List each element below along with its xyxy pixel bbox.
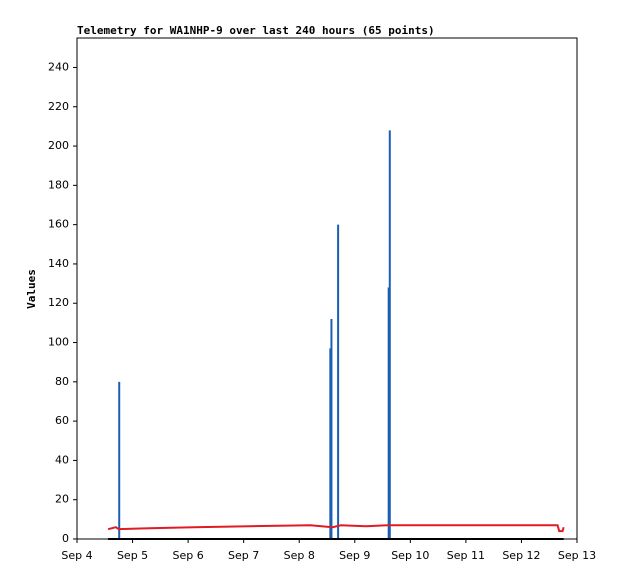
y-tick-label: 140 — [48, 257, 69, 270]
x-tick-label: Sep 11 — [447, 549, 485, 562]
y-tick-label: 60 — [55, 414, 69, 427]
y-tick-label: 180 — [48, 178, 69, 191]
x-tick-label: Sep 5 — [117, 549, 148, 562]
plot-frame — [76, 37, 578, 540]
x-tick-label: Sep 13 — [558, 549, 596, 562]
x-tick-label: Sep 6 — [172, 549, 203, 562]
chart-title: Telemetry for WA1NHP-9 over last 240 hou… — [77, 24, 435, 37]
x-tick-label: Sep 10 — [391, 549, 429, 562]
y-tick-label: 80 — [55, 375, 69, 388]
y-tick-label: 0 — [62, 532, 69, 545]
y-tick-label: 160 — [48, 218, 69, 231]
y-tick-label: 200 — [48, 139, 69, 152]
y-tick-label: 100 — [48, 336, 69, 349]
y-tick-label: 240 — [48, 60, 69, 73]
x-tick-label: Sep 12 — [502, 549, 540, 562]
y-tick-label: 40 — [55, 453, 69, 466]
x-tick-label: Sep 4 — [61, 549, 92, 562]
y-tick-label: 120 — [48, 296, 69, 309]
y-tick-label: 220 — [48, 100, 69, 113]
x-tick-label: Sep 8 — [284, 549, 315, 562]
x-tick-label: Sep 7 — [228, 549, 259, 562]
y-axis-label: Values — [25, 269, 38, 309]
x-tick-label: Sep 9 — [339, 549, 370, 562]
y-tick-label: 20 — [55, 493, 69, 506]
series-line — [107, 524, 565, 533]
